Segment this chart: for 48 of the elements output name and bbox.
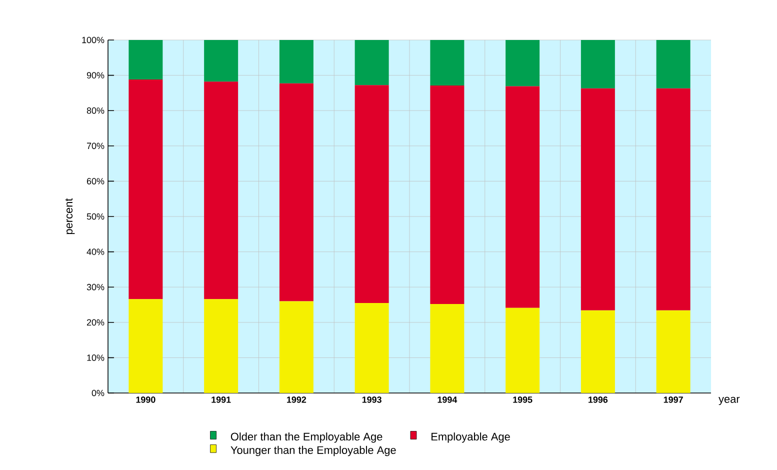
bar: [580, 310, 615, 393]
bar: [580, 40, 615, 88]
legend-label: Younger than the Employable Age: [230, 446, 396, 456]
bar: [506, 308, 540, 393]
y-tick-label: 10%: [87, 354, 104, 361]
legend-label: Employable Age: [432, 432, 510, 443]
bar: [506, 40, 540, 86]
bar: [128, 299, 163, 393]
x-tick-label: 1996: [588, 396, 608, 403]
x-axis-title: year: [718, 396, 740, 406]
bar: [204, 299, 238, 393]
legend-label: Older than the Employable Age: [230, 432, 382, 443]
x-tick-label: 1990: [136, 396, 156, 403]
bar: [580, 88, 615, 310]
bar: [279, 301, 314, 393]
x-tick-label: 1992: [287, 396, 306, 403]
y-tick-label: 60%: [86, 178, 104, 184]
y-axis-title: percent: [65, 198, 75, 234]
y-tick-label: 70%: [86, 142, 104, 150]
y-tick-label: 20%: [86, 319, 104, 326]
bar: [656, 40, 690, 88]
y-tick-label: 80%: [86, 107, 104, 114]
bar: [354, 85, 389, 303]
bar: [354, 40, 389, 86]
bar: [279, 83, 314, 302]
x-tick-label: 1994: [438, 396, 458, 403]
bar: [430, 86, 464, 304]
bar: [128, 80, 163, 300]
x-tick-label: 1991: [212, 396, 231, 403]
bar: [204, 82, 238, 300]
bar: [656, 310, 690, 393]
bar: [430, 40, 464, 86]
bar: [506, 86, 540, 308]
y-tick-label: 30%: [86, 284, 104, 290]
bar: [204, 40, 238, 82]
y-tick-label: 50%: [86, 213, 104, 220]
bar: [128, 40, 163, 80]
y-tick-label: 0%: [92, 390, 104, 396]
y-tick-label: 40%: [86, 248, 104, 255]
bar: [279, 40, 314, 84]
bar: [656, 88, 690, 310]
y-tick-label: 100%: [82, 36, 104, 44]
x-tick-label: 1995: [513, 396, 532, 403]
bar: [354, 302, 389, 393]
y-tick-label: 90%: [86, 72, 104, 78]
x-tick-label: 1997: [664, 396, 683, 403]
x-tick-label: 1993: [362, 396, 382, 403]
bar: [430, 304, 464, 393]
